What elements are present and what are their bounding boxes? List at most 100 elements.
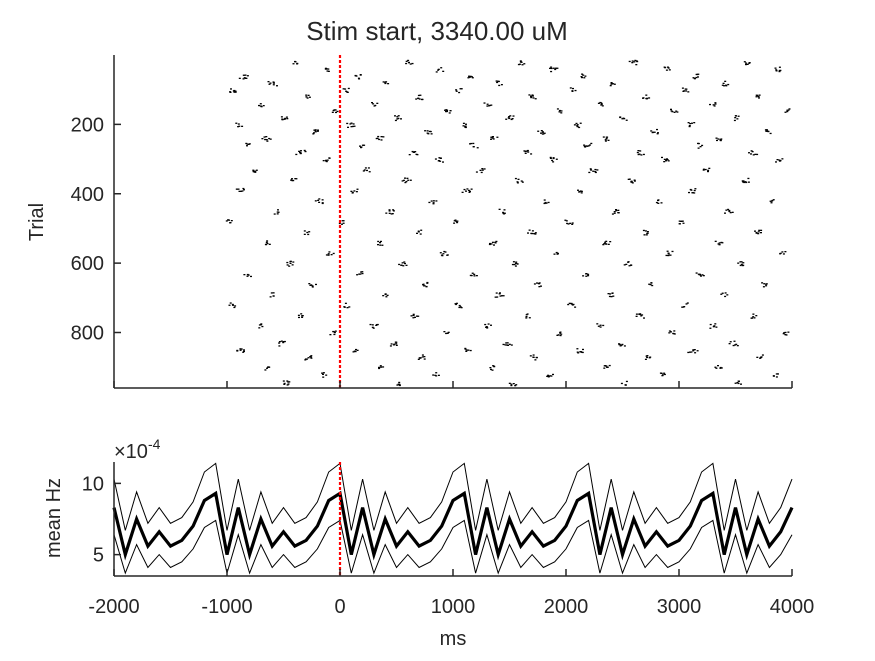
spike-mark (495, 240, 498, 243)
spike-mark (719, 367, 722, 369)
spike-mark (589, 168, 592, 170)
spike-mark (534, 233, 537, 235)
spike-mark (651, 284, 654, 287)
spike-mark (379, 244, 382, 246)
spike-mark (583, 77, 586, 79)
spike-mark (401, 262, 404, 264)
spike-mark (687, 351, 690, 354)
spike-mark (265, 136, 268, 138)
spike-mark (784, 331, 787, 334)
spike-mark (666, 250, 669, 252)
spike-mark (283, 382, 286, 385)
spike-mark (604, 140, 607, 142)
spike-mark (742, 264, 745, 266)
spike-mark (541, 131, 544, 133)
raster-title: Stim start, 3340.00 uM (306, 16, 568, 46)
spike-mark (690, 189, 693, 191)
spike-mark (265, 243, 268, 246)
spike-mark (267, 81, 270, 83)
spike-mark (721, 242, 724, 244)
spike-mark (266, 140, 269, 142)
spike-mark (310, 355, 313, 357)
spike-mark (455, 89, 458, 91)
spike-mark (491, 241, 494, 243)
spike-mark (743, 181, 746, 184)
spike-mark (372, 103, 375, 105)
spike-mark (645, 98, 648, 100)
spike-mark (724, 295, 727, 298)
spike-mark (580, 76, 583, 78)
spike-mark (627, 178, 630, 180)
spike-mark (712, 104, 715, 106)
spike-mark (375, 324, 378, 326)
spike-mark (650, 130, 653, 132)
spike-mark (268, 137, 271, 140)
spike-mark (569, 87, 572, 89)
spike-mark (294, 178, 297, 180)
spike-mark (707, 170, 709, 173)
spike-mark (556, 67, 559, 69)
spike-mark (748, 152, 750, 154)
spike-mark (637, 150, 640, 152)
spike-mark (693, 78, 696, 80)
spike-mark (402, 179, 405, 181)
spike-mark (407, 179, 410, 181)
spike-mark (227, 219, 230, 221)
spike-mark (378, 366, 381, 369)
spike-mark (327, 68, 330, 70)
spike-mark (510, 118, 513, 121)
spike-mark (532, 356, 535, 358)
spike-mark (671, 250, 674, 253)
spike-mark (311, 286, 314, 288)
spike-mark (281, 119, 284, 121)
spike-mark (272, 81, 275, 83)
spike-mark (395, 344, 398, 346)
spike-mark (390, 343, 393, 345)
spike-mark (657, 199, 660, 201)
spike-mark (532, 95, 534, 97)
spike-mark (670, 108, 672, 110)
spike-mark (633, 180, 636, 182)
spike-mark (269, 138, 272, 140)
spike-mark (756, 153, 759, 156)
spike-mark (266, 242, 269, 245)
spike-mark (648, 97, 651, 99)
spike-mark (233, 89, 236, 92)
spike-mark (308, 231, 311, 233)
spike-mark (289, 262, 292, 264)
spike-mark (639, 313, 641, 316)
spike-mark (576, 124, 579, 126)
spike-mark (327, 253, 330, 255)
spike-mark (576, 348, 579, 350)
spike-mark (661, 156, 663, 159)
spike-mark (405, 180, 408, 183)
spike-mark (708, 167, 711, 169)
spike-mark (260, 106, 263, 108)
spike-mark (420, 229, 423, 231)
spike-mark (688, 125, 691, 128)
spike-mark (237, 126, 240, 128)
spike-mark (612, 295, 615, 297)
spike-mark (314, 131, 317, 133)
spike-mark (245, 142, 248, 145)
spike-mark (321, 372, 324, 374)
spike-mark (416, 232, 418, 234)
spike-mark (276, 213, 279, 215)
spike-mark (610, 83, 613, 85)
spike-mark (557, 252, 559, 255)
spike-mark (292, 63, 295, 65)
spike-mark (396, 116, 399, 118)
spike-mark (582, 74, 585, 76)
spike-mark (234, 90, 237, 92)
spike-mark (660, 202, 663, 204)
spike-mark (359, 273, 362, 275)
spike-mark (354, 350, 357, 353)
spike-mark (486, 105, 489, 107)
spike-mark (243, 189, 245, 191)
spike-mark (495, 292, 498, 294)
spike-mark (612, 83, 615, 85)
spike-mark (746, 63, 749, 65)
spike-mark (426, 130, 429, 132)
spike-mark (359, 145, 361, 147)
spike-mark (524, 152, 527, 154)
